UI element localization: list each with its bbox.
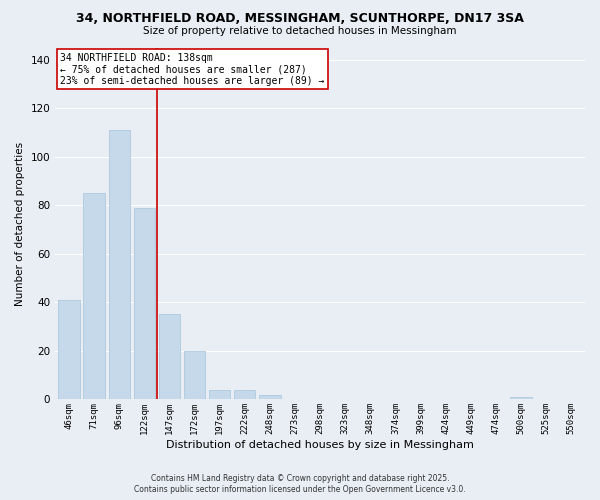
Bar — [58, 300, 80, 400]
Bar — [134, 208, 155, 400]
Text: 34, NORTHFIELD ROAD, MESSINGHAM, SCUNTHORPE, DN17 3SA: 34, NORTHFIELD ROAD, MESSINGHAM, SCUNTHO… — [76, 12, 524, 26]
Bar — [184, 351, 205, 400]
Bar — [109, 130, 130, 400]
Bar — [83, 193, 105, 400]
Bar — [209, 390, 230, 400]
Bar — [510, 397, 532, 400]
Text: Contains HM Land Registry data © Crown copyright and database right 2025.
Contai: Contains HM Land Registry data © Crown c… — [134, 474, 466, 494]
Text: Size of property relative to detached houses in Messingham: Size of property relative to detached ho… — [143, 26, 457, 36]
Bar — [259, 394, 281, 400]
X-axis label: Distribution of detached houses by size in Messingham: Distribution of detached houses by size … — [166, 440, 474, 450]
Bar — [159, 314, 180, 400]
Y-axis label: Number of detached properties: Number of detached properties — [15, 142, 25, 306]
Text: 34 NORTHFIELD ROAD: 138sqm
← 75% of detached houses are smaller (287)
23% of sem: 34 NORTHFIELD ROAD: 138sqm ← 75% of deta… — [61, 53, 325, 86]
Bar — [234, 390, 256, 400]
